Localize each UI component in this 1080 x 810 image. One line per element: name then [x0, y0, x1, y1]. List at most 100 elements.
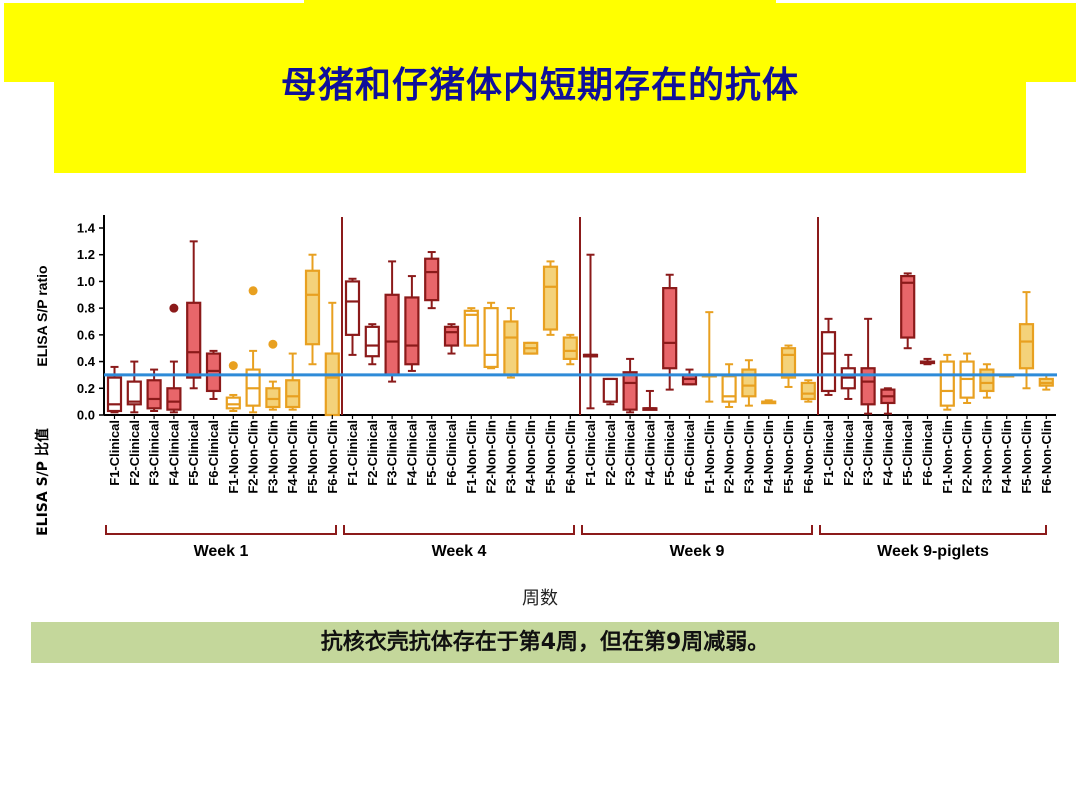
box — [205, 352, 222, 393]
box — [285, 379, 301, 409]
box — [860, 367, 876, 406]
box — [1018, 323, 1035, 370]
box — [106, 376, 123, 413]
x-category-label: F3-Non-Clin — [265, 420, 280, 494]
week-bracket — [581, 525, 813, 535]
box — [166, 387, 182, 411]
outlier-point — [268, 339, 278, 349]
x-category-label: F6-Clinical — [682, 420, 697, 486]
box — [721, 375, 737, 403]
x-category-label: F4-Non-Clin — [999, 420, 1014, 494]
box — [780, 347, 797, 379]
x-category-label: F5-Non-Clin — [781, 420, 796, 494]
x-category-label: F3-Non-Clin — [741, 420, 756, 494]
x-category-label: F1-Non-Clin — [940, 420, 955, 494]
x-category-label: F1-Clinical — [345, 420, 360, 486]
x-category-label: F6-Clinical — [920, 420, 935, 486]
box — [443, 325, 460, 347]
title-banner-lower — [54, 80, 1026, 173]
x-category-label: F5-Clinical — [424, 420, 439, 486]
box — [424, 257, 440, 302]
x-category-label: F6-Clinical — [206, 420, 221, 486]
box — [562, 336, 578, 360]
x-category-label: F3-Clinical — [861, 420, 876, 486]
x-category-label: F1-Non-Clin — [226, 420, 241, 494]
x-category-label: F6-Non-Clin — [325, 420, 340, 494]
box — [126, 380, 142, 406]
box-plot-chart: 0.0 0.2 0.4 0.6 0.8 1.0 1.2 1.4 ELISA S/P ratio E… — [34, 215, 1057, 560]
week-bracket — [819, 525, 1047, 535]
box — [364, 325, 380, 358]
box — [800, 381, 816, 401]
box — [384, 293, 400, 377]
banner-notch-right — [776, 0, 1076, 3]
x-category-label: F2-Non-Clin — [484, 420, 499, 494]
x-category-label: F4-Clinical — [404, 420, 419, 486]
x-category-label: F1-Clinical — [583, 420, 598, 486]
x-category-label: F2-Clinical — [127, 420, 142, 486]
y-tick-label: 0.0 — [77, 408, 95, 423]
x-category-label: F4-Clinical — [166, 420, 181, 486]
box — [662, 287, 678, 370]
x-category-label: F6-Non-Clin — [1039, 420, 1054, 494]
box — [404, 296, 420, 366]
x-category-label: F2-Non-Clin — [722, 420, 737, 494]
week-label: Week 4 — [432, 543, 487, 560]
box — [542, 265, 559, 331]
x-category-label: F4-Non-Clin — [285, 420, 300, 494]
title-banner — [4, 0, 1076, 82]
x-category-label: F5-Clinical — [900, 420, 915, 486]
x-category-label: F5-Non-Clin — [305, 420, 320, 494]
x-category-label: F1-Non-Clin — [702, 420, 717, 494]
x-category-label: F2-Clinical — [841, 420, 856, 486]
box — [622, 371, 638, 411]
box — [979, 368, 995, 393]
box — [463, 309, 479, 347]
x-category-label: F2-Non-Clin — [960, 420, 975, 494]
slide-title: 母猪和仔猪体内短期存在的抗体 — [280, 64, 799, 106]
x-category-label: F5-Clinical — [186, 420, 201, 486]
box — [324, 352, 340, 417]
box — [225, 396, 241, 410]
x-category-label: F4-Non-Clin — [761, 420, 776, 494]
y-tick-label: 0.2 — [77, 381, 95, 396]
box — [146, 379, 162, 410]
y-tick-label: 0.8 — [77, 301, 95, 316]
week-label: Week 9 — [670, 543, 725, 560]
box — [602, 377, 618, 403]
outlier-point — [169, 303, 179, 313]
box — [304, 269, 321, 346]
box — [186, 301, 202, 379]
y-tick-label: 1.2 — [77, 247, 95, 262]
outlier-point — [228, 361, 238, 371]
box — [900, 274, 916, 339]
box — [939, 360, 955, 407]
y-tick-label: 0.4 — [77, 354, 96, 369]
x-category-label: F5-Clinical — [662, 420, 677, 486]
x-category-label: F4-Clinical — [642, 420, 657, 486]
x-category-label: F4-Non-Clin — [523, 420, 538, 494]
week-label: Week 9-piglets — [877, 543, 989, 560]
x-category-label: F3-Clinical — [385, 420, 400, 486]
x-category-label: F2-Non-Clin — [246, 420, 261, 494]
x-category-label: F3-Clinical — [147, 420, 162, 486]
x-category-label: F1-Clinical — [821, 420, 836, 486]
week-bracket — [343, 525, 575, 535]
x-category-label: F2-Clinical — [365, 420, 380, 486]
box — [503, 320, 519, 377]
box — [483, 307, 499, 369]
x-category-label: F6-Clinical — [444, 420, 459, 486]
y-tick-label: 1.0 — [77, 274, 95, 289]
x-category-label: F1-Non-Clin — [464, 420, 479, 494]
y-axis-label-cn: ELISA S/P 比值 — [34, 428, 51, 536]
x-category-label: F4-Clinical — [880, 420, 895, 486]
y-tick-label: 1.4 — [77, 221, 96, 236]
footer-note: 抗核衣壳抗体存在于第4周，但在第9周减弱。 — [31, 622, 1059, 663]
y-tick-label: 0.6 — [77, 327, 95, 342]
x-category-label: F5-Non-Clin — [543, 420, 558, 494]
x-category-label: F6-Non-Clin — [801, 420, 816, 494]
box — [265, 387, 281, 409]
x-category-label: F6-Non-Clin — [563, 420, 578, 494]
box — [820, 331, 837, 393]
y-axis-label: ELISA S/P ratio — [34, 265, 50, 366]
